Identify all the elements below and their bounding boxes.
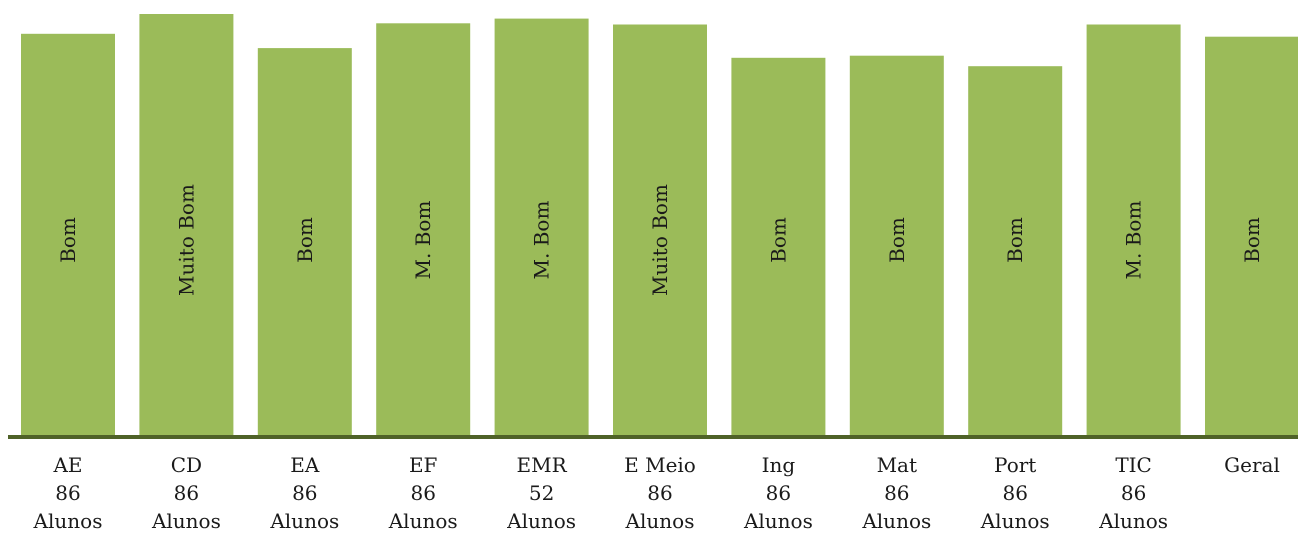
category-label-unit: Alunos xyxy=(980,509,1050,533)
bar xyxy=(849,55,944,435)
bar xyxy=(376,23,471,436)
category-label-name: Port xyxy=(994,453,1036,477)
category-label-count: 86 xyxy=(410,481,435,505)
bar-data-label: Bom xyxy=(885,217,909,263)
category-label-unit: Alunos xyxy=(33,509,103,533)
category-label-unit: Alunos xyxy=(625,509,695,533)
bar-data-label: Bom xyxy=(1240,217,1264,263)
category-label-count: 86 xyxy=(647,481,672,505)
bars-group xyxy=(21,14,1298,436)
category-label-count: 86 xyxy=(1121,481,1146,505)
category-label-name: Geral xyxy=(1224,453,1280,477)
category-label-count: 86 xyxy=(174,481,199,505)
category-label-unit: Alunos xyxy=(269,509,339,533)
bar-data-label: Bom xyxy=(766,217,790,263)
category-label-count: 52 xyxy=(529,481,554,505)
bar-data-label: Bom xyxy=(56,217,80,263)
category-label-unit: Alunos xyxy=(861,509,931,533)
category-label-count: 86 xyxy=(1002,481,1027,505)
bar xyxy=(731,57,826,436)
category-label-name: Mat xyxy=(877,453,917,477)
bar-labels-group: Bom Muito Bom Bom M. Bom M. Bom Muito Bom Bom B… xyxy=(56,184,1264,296)
category-label-unit: Alunos xyxy=(506,509,576,533)
category-label-unit: Alunos xyxy=(151,509,221,533)
bar-data-label: Muito Bom xyxy=(648,184,672,296)
category-label-count: 86 xyxy=(55,481,80,505)
bar xyxy=(139,14,234,435)
bar-data-label: Bom xyxy=(1003,217,1027,263)
category-labels-group: AE 86 Alunos CD 86 Alunos EA 86 Alunos EF 86 Alunos… xyxy=(33,453,1280,533)
bar xyxy=(968,66,1063,435)
category-label-name: E Meio xyxy=(624,453,696,477)
bar-data-label: Bom xyxy=(293,217,317,263)
category-label-name: EF xyxy=(409,453,438,477)
category-label-name: EMR xyxy=(517,453,568,477)
category-label-unit: Alunos xyxy=(1098,509,1168,533)
category-label-unit: Alunos xyxy=(388,509,458,533)
bar-data-label: M. Bom xyxy=(530,201,554,280)
category-label-name: Ing xyxy=(762,453,796,477)
bar xyxy=(494,18,589,435)
category-label-unit: Alunos xyxy=(743,509,813,533)
bar-data-label: M. Bom xyxy=(411,201,435,280)
bar-data-label: M. Bom xyxy=(1122,201,1146,280)
bar xyxy=(257,48,352,435)
category-label-name: CD xyxy=(171,453,202,477)
category-label-name: TIC xyxy=(1115,453,1152,477)
category-label-count: 86 xyxy=(884,481,909,505)
bar xyxy=(1205,36,1298,435)
bar xyxy=(21,33,115,436)
category-label-count: 86 xyxy=(766,481,791,505)
bar xyxy=(1086,24,1181,435)
category-label-name: EA xyxy=(290,453,320,477)
bar-data-label: Muito Bom xyxy=(174,184,198,296)
category-label-count: 86 xyxy=(292,481,317,505)
category-label-name: AE xyxy=(52,453,82,477)
bar xyxy=(613,24,707,435)
